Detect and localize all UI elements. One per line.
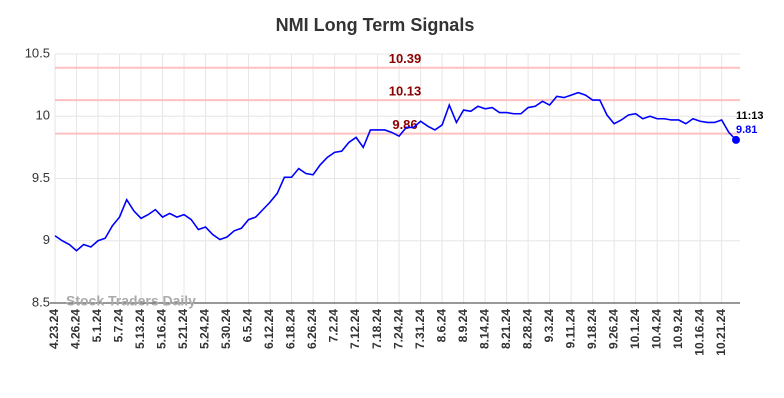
x-tick-label: 10.16.24 [692,309,706,356]
reference-label: 10.39 [389,51,422,66]
x-tick-label: 10.1.24 [628,309,642,349]
x-tick-label: 9.3.24 [542,309,556,343]
y-tick-label: 10 [36,108,50,123]
x-tick-label: 8.28.24 [520,309,534,349]
x-tick-label: 9.11.24 [563,309,577,349]
watermark: Stock Traders Daily [66,293,196,309]
x-tick-label: 7.18.24 [370,309,384,349]
x-tick-label: 6.12.24 [262,309,276,349]
chart-title: NMI Long Term Signals [276,15,475,35]
x-tick-label: 7.12.24 [348,309,362,349]
x-tick-label: 5.1.24 [90,309,104,343]
y-tick-label: 10.5 [25,45,50,60]
x-tick-label: 8.21.24 [499,309,513,349]
x-tick-label: 5.30.24 [219,309,233,349]
x-tick-label: 7.31.24 [413,309,427,349]
x-tick-label: 8.14.24 [477,309,491,349]
x-tick-label: 10.4.24 [649,309,663,349]
x-tick-label: 9.18.24 [585,309,599,349]
last-value-label: 9.81 [736,124,757,136]
x-tick-label: 6.18.24 [284,309,298,349]
y-tick-label: 8.5 [32,294,50,309]
x-tick-label: 5.24.24 [198,309,212,349]
x-tick-label: 10.9.24 [671,309,685,349]
x-tick-label: 9.26.24 [606,309,620,349]
x-tick-label: 7.2.24 [327,309,341,343]
x-tick-label: 5.7.24 [112,309,126,343]
y-tick-label: 9.5 [32,170,50,185]
x-tick-label: 8.6.24 [434,309,448,343]
line-series [54,91,737,252]
reference-label: 9.86 [392,117,417,132]
reference-label: 10.13 [389,84,422,99]
x-tick-label: 5.21.24 [176,309,190,349]
x-tick-label: 6.26.24 [305,309,319,349]
x-tick-label: 4.26.24 [69,309,83,349]
x-tick-label: 10.21.24 [714,309,728,356]
x-tick-label: 8.9.24 [456,309,470,343]
x-tick-label: 4.23.24 [47,309,61,349]
y-tick-label: 9 [43,232,50,247]
x-tick-label: 5.13.24 [133,309,147,349]
x-tick-label: 6.5.24 [241,309,255,343]
last-point [732,135,740,144]
x-tick-label: 7.24.24 [391,309,405,349]
last-time-label: 11:13 [736,110,764,122]
x-tick-label: 5.16.24 [155,309,169,349]
